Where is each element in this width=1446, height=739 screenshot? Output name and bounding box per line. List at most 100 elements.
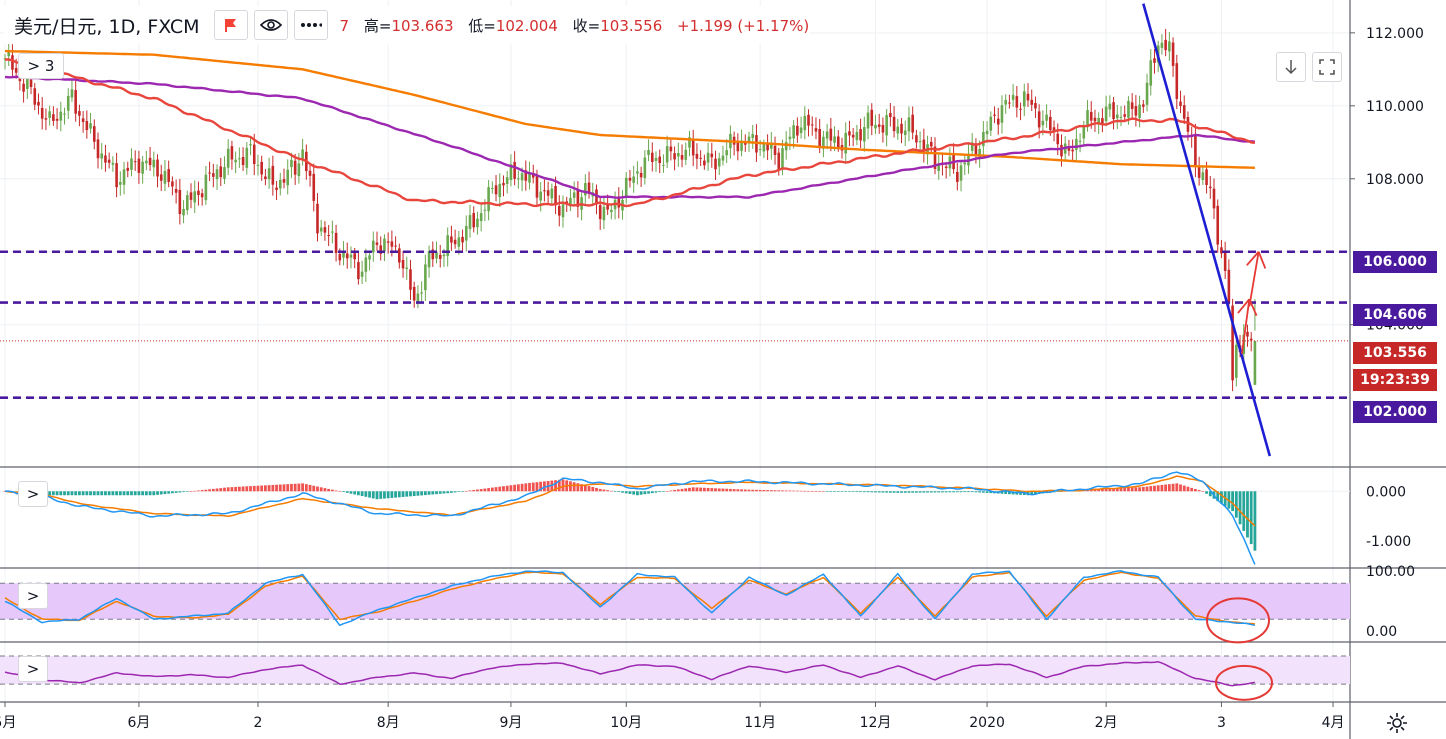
candle-body xyxy=(680,155,684,160)
visibility-button[interactable] xyxy=(253,10,288,40)
macd-histogram-bar xyxy=(152,491,156,496)
macd-histogram-bar xyxy=(104,491,107,496)
price-axis-label: 108.000 xyxy=(1366,172,1424,188)
macd-histogram-bar xyxy=(788,490,792,492)
macd-histogram-bar xyxy=(1182,485,1186,492)
macd-histogram-bar xyxy=(338,491,342,492)
flag-button[interactable] xyxy=(213,10,248,40)
macd-histogram-bar xyxy=(405,491,409,497)
candle-body xyxy=(476,218,479,228)
macd-histogram-bar xyxy=(1141,486,1145,492)
macd-histogram-bar xyxy=(926,491,929,493)
low-label: 低= xyxy=(468,16,496,35)
candle-body xyxy=(624,177,628,198)
settings-gear-icon[interactable] xyxy=(1386,712,1408,734)
candle-body xyxy=(81,118,85,122)
candle-body xyxy=(818,128,821,149)
candle-body xyxy=(1205,169,1208,185)
macd-histogram-bar xyxy=(245,486,249,492)
macd-histogram-bar xyxy=(840,491,844,492)
macd-histogram-bar xyxy=(409,491,412,497)
macd-histogram-bar xyxy=(171,491,174,494)
candle-body xyxy=(357,262,360,280)
candle-body xyxy=(539,191,542,201)
more-button[interactable] xyxy=(293,10,328,40)
candle-body xyxy=(1168,41,1171,52)
macd-histogram-bar xyxy=(944,491,948,493)
macd-histogram-bar xyxy=(230,487,234,492)
candle-body xyxy=(100,153,104,159)
candle-body xyxy=(628,177,632,181)
macd-histogram-bar xyxy=(531,482,535,492)
candle-body xyxy=(602,206,606,221)
macd-histogram-bar xyxy=(695,487,699,492)
macd-histogram-bar xyxy=(345,491,349,493)
candle-body xyxy=(669,146,673,152)
candle-body xyxy=(130,158,133,170)
candle-body xyxy=(1030,99,1034,105)
interval-label[interactable]: 1D xyxy=(108,15,136,38)
candle-body xyxy=(985,130,989,135)
macd-histogram-bar xyxy=(624,491,628,494)
candle-body xyxy=(1075,138,1078,150)
candle-body xyxy=(1034,103,1037,109)
candle-body xyxy=(907,117,911,132)
macd-histogram-bar xyxy=(427,491,431,495)
candle-body xyxy=(167,169,170,182)
macd-histogram-bar xyxy=(985,491,989,493)
candle-body xyxy=(1123,114,1127,117)
macd-histogram-bar xyxy=(189,491,193,492)
candle-body xyxy=(1175,63,1179,99)
annotation-arrow-shaft xyxy=(1248,251,1260,307)
macd-histogram-bar xyxy=(327,488,331,492)
candle-body xyxy=(1086,110,1089,128)
scroll-down-button[interactable] xyxy=(1276,52,1306,82)
indicator-collapse-toggle[interactable]: > 3 xyxy=(18,53,64,79)
macd-histogram-bar xyxy=(1112,488,1115,492)
stochastic-highlight-circle xyxy=(1206,597,1270,644)
candle-body xyxy=(937,165,941,171)
candle-body xyxy=(1164,39,1167,51)
stoch-pane-toggle[interactable]: > xyxy=(18,583,48,609)
macd-histogram-bar xyxy=(1056,491,1060,492)
macd-histogram-bar xyxy=(293,483,297,492)
macd-histogram-bar xyxy=(1220,491,1223,504)
macd-histogram-bar xyxy=(792,490,796,492)
macd-histogram-bar xyxy=(1108,488,1112,492)
candle-body xyxy=(1056,133,1060,145)
macd-histogram-bar xyxy=(490,487,494,492)
macd-histogram-bar xyxy=(1231,491,1234,512)
macd-histogram-bar xyxy=(282,484,286,492)
macd-histogram-bar xyxy=(970,491,974,493)
rsi-pane-toggle[interactable]: > xyxy=(18,656,48,682)
time-axis-label: 3 xyxy=(1217,715,1226,731)
last-price-tag: 103.556 xyxy=(1353,342,1437,364)
symbol-title[interactable]: 美元/日元, 1D, FXCM xyxy=(14,15,200,38)
candle-body xyxy=(1212,188,1216,209)
candle-body xyxy=(1041,120,1045,126)
fullscreen-button[interactable] xyxy=(1312,52,1342,82)
candle-body xyxy=(375,242,379,245)
candle-body xyxy=(836,136,840,148)
candle-body xyxy=(1197,166,1201,178)
candle-body xyxy=(11,55,14,70)
candle-body xyxy=(1060,144,1063,157)
macd-histogram-bar xyxy=(122,491,126,496)
candle-body xyxy=(1253,340,1257,385)
macd-histogram-bar xyxy=(699,487,703,492)
candle-body xyxy=(212,173,215,177)
candle-body xyxy=(810,124,814,126)
candle-body xyxy=(148,157,152,165)
annotation-arrow-head xyxy=(1246,251,1260,266)
time-axis-label: 2 xyxy=(253,715,262,731)
candle-body xyxy=(442,254,446,257)
macd-histogram-bar xyxy=(133,491,137,496)
macd-histogram-bar xyxy=(1179,484,1182,492)
candle-body xyxy=(1101,118,1104,124)
macd-histogram-bar xyxy=(747,489,751,492)
macd-histogram-bar xyxy=(130,491,133,496)
candle-body xyxy=(260,161,263,175)
macd-pane-toggle[interactable]: > xyxy=(18,481,48,507)
macd-histogram-bar xyxy=(829,491,833,492)
